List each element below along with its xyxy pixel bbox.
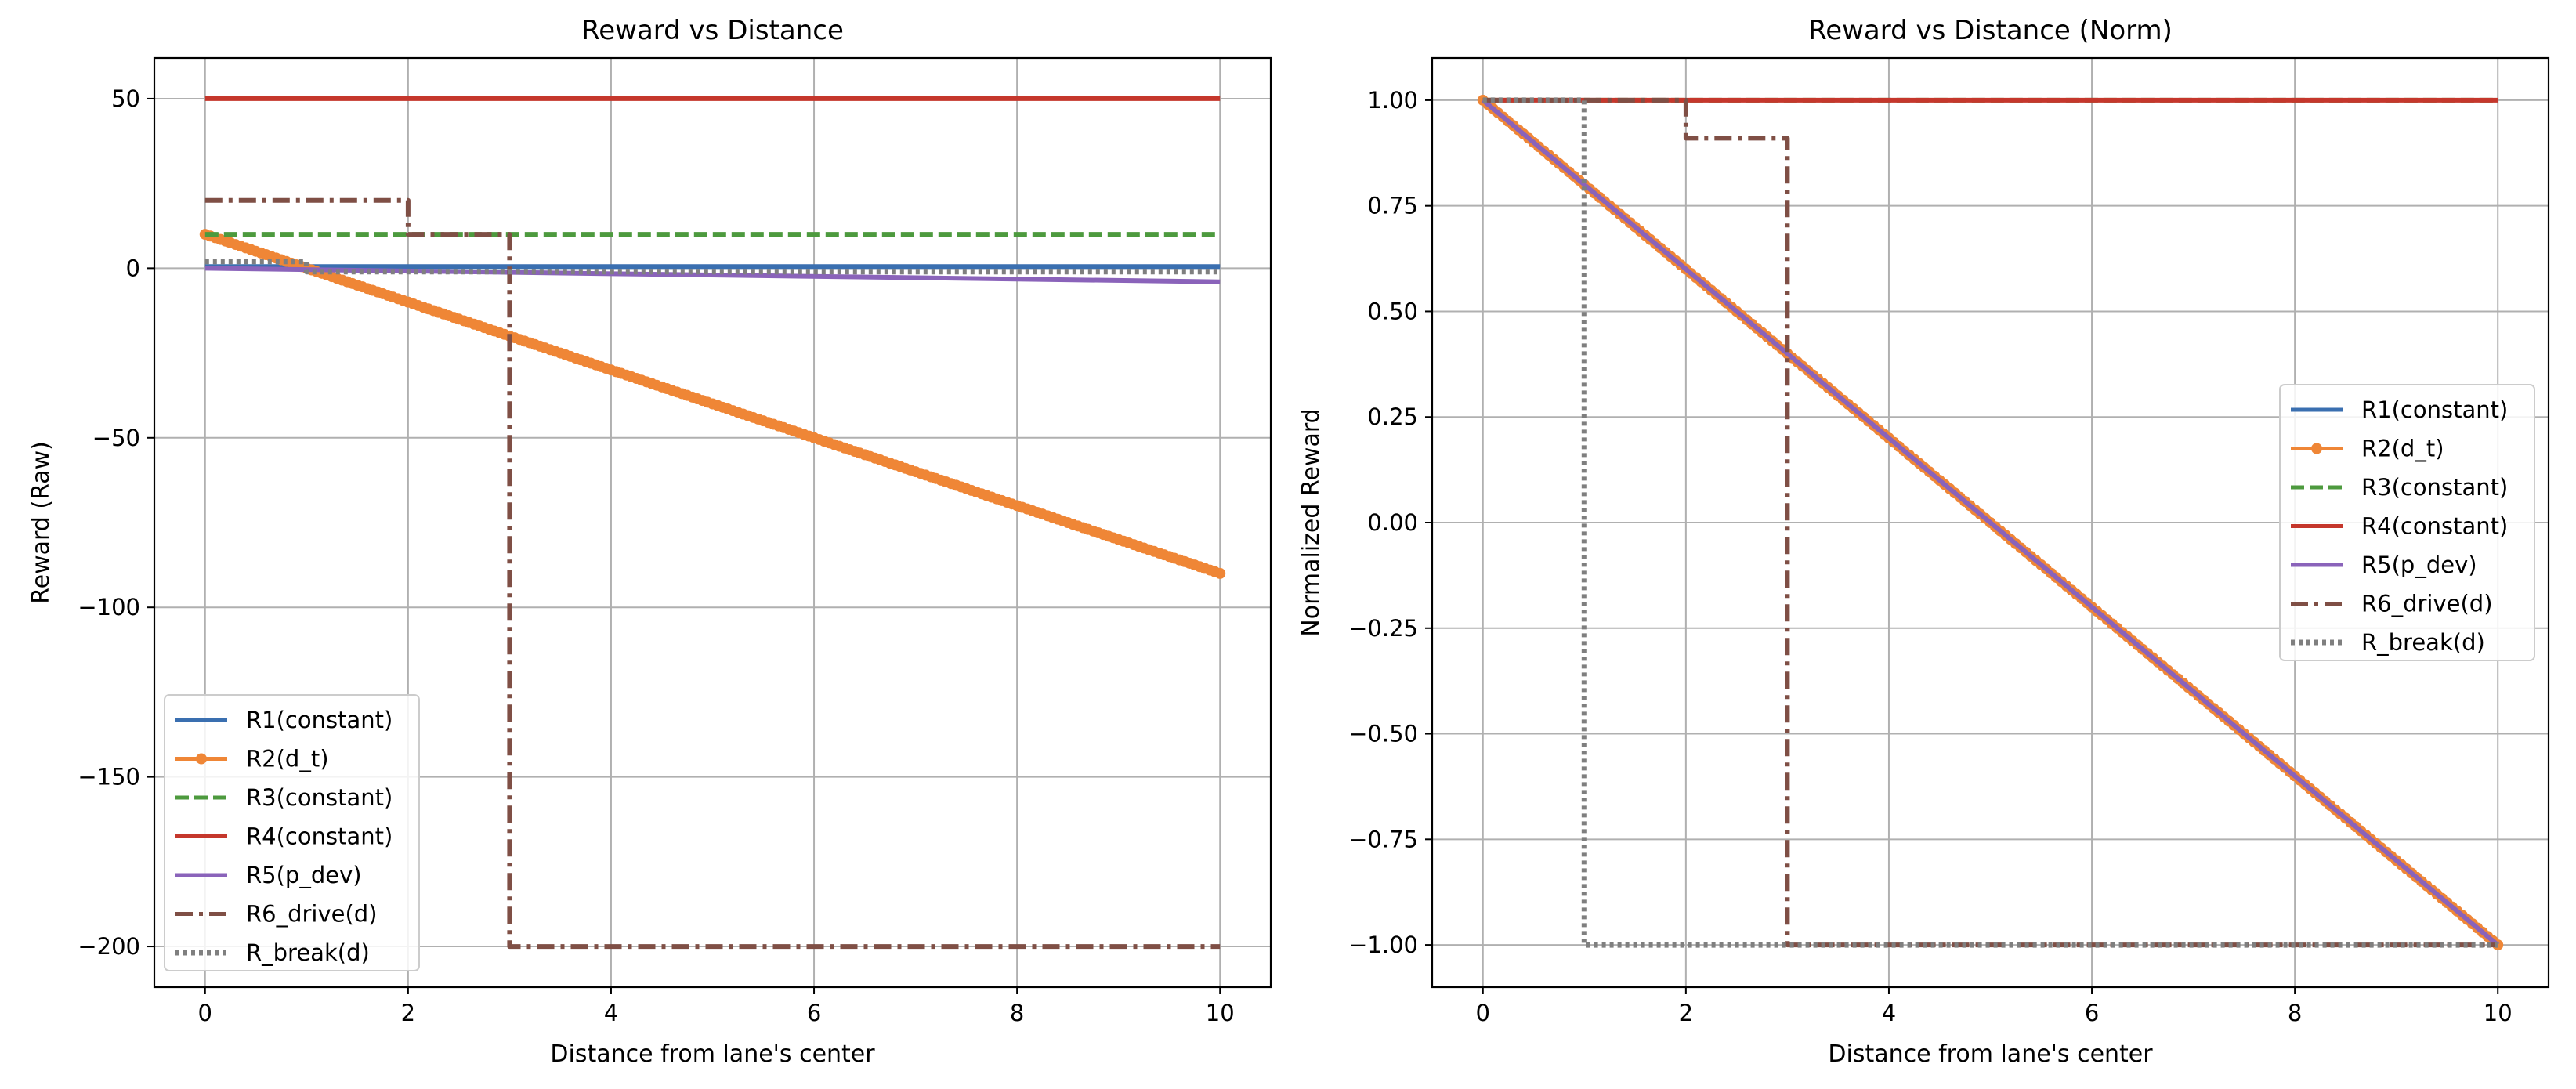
- y-tick-label: −0.50: [1348, 721, 1418, 747]
- series-line-R_break(d): [1482, 97, 2498, 948]
- x-tick-label: 10: [1206, 1000, 1235, 1026]
- y-tick-label: −200: [78, 933, 140, 960]
- y-tick-label: 0: [126, 255, 140, 281]
- legend: R1(constant) R2(d_t) R3(constant) R4(consta…: [164, 694, 420, 971]
- legend-label: R3(constant): [246, 784, 393, 811]
- x-axis-label: Distance from lane's center: [550, 1040, 875, 1068]
- legend-label: R5(p_dev): [246, 862, 362, 888]
- x-tick-label: 6: [807, 1000, 821, 1026]
- y-tick-label: 50: [111, 85, 140, 112]
- x-tick-label: 2: [1679, 1000, 1693, 1026]
- y-tick-label: −150: [78, 764, 140, 791]
- chart-title: Reward vs Distance (Norm): [1808, 15, 2173, 46]
- x-tick-label: 2: [401, 1000, 415, 1026]
- series-line-R5(p_dev): [1481, 98, 2500, 947]
- legend-label: R_break(d): [246, 939, 370, 966]
- axes-frame: [153, 56, 1272, 989]
- legend-label: R5(p_dev): [2361, 552, 2477, 578]
- y-axis-label: Normalized Reward: [1297, 408, 1325, 636]
- legend-box: [164, 694, 420, 971]
- legend-label: R1(constant): [246, 707, 393, 733]
- x-tick-label: 8: [2288, 1000, 2302, 1026]
- y-tick-label: −100: [78, 594, 140, 620]
- chart-panel-2: 0 2 4 6 8 10 1.00 0.75 0.50 0.25 0.00 −0.25 −0.50 −0.…: [1297, 15, 2550, 1068]
- series-line-R5(p_dev): [204, 266, 1221, 284]
- legend-label: R6_drive(d): [246, 901, 378, 928]
- legend-box: [2279, 384, 2535, 661]
- legend-label: R3(constant): [2361, 474, 2508, 501]
- y-tick-label: 0.25: [1367, 403, 1418, 430]
- y-tick-label: −0.25: [1348, 615, 1418, 642]
- plot-area: [1477, 94, 2504, 951]
- legend-marker: [196, 753, 207, 765]
- x-tick-label: 8: [1010, 1000, 1024, 1026]
- series-line-R6_drive(d): [204, 197, 1221, 950]
- legend: R1(constant) R2(d_t) R3(constant) R4(consta…: [2279, 384, 2535, 661]
- y-tick-label: 0.50: [1367, 298, 1418, 324]
- y-tick-label: −0.75: [1348, 826, 1418, 852]
- series-line-R_break(d): [204, 259, 1221, 275]
- x-tick-label: 10: [2484, 1000, 2513, 1026]
- y-tick-label: 0.00: [1367, 509, 1418, 536]
- legend-marker: [2311, 443, 2322, 454]
- x-tick-label: 6: [2085, 1000, 2099, 1026]
- y-tick-label: 0.75: [1367, 193, 1418, 219]
- legend-label: R4(constant): [2361, 513, 2508, 540]
- chart-title: Reward vs Distance: [581, 15, 844, 46]
- legend-label: R1(constant): [2361, 396, 2508, 423]
- legend-label: R2(d_t): [2361, 436, 2444, 462]
- legend-label: R4(constant): [246, 823, 393, 850]
- series-line-R6_drive(d): [1482, 97, 2498, 948]
- x-tick-label: 4: [1882, 1000, 1896, 1026]
- x-tick-label: 4: [604, 1000, 618, 1026]
- plot-area: [199, 96, 1226, 950]
- x-tick-label: 0: [198, 1000, 212, 1026]
- legend-label: R2(d_t): [246, 746, 329, 772]
- series-markers-R2(d_t): [199, 229, 1226, 579]
- y-tick-label: −1.00: [1348, 932, 1418, 958]
- x-tick-label: 0: [1476, 1000, 1490, 1026]
- legend-label: R6_drive(d): [2361, 591, 2493, 617]
- x-axis-label: Distance from lane's center: [1828, 1040, 2153, 1068]
- data-point: [1214, 567, 1226, 579]
- chart-panel-1: 0 2 4 6 8 10 50 0 −50 −100 −150 −200 Reward vs Dista…: [27, 15, 1272, 1068]
- y-axis-label: Reward (Raw): [27, 441, 55, 604]
- y-tick-label: 1.00: [1367, 87, 1418, 114]
- y-tick-label: −50: [92, 425, 140, 451]
- legend-label: R_break(d): [2361, 629, 2485, 656]
